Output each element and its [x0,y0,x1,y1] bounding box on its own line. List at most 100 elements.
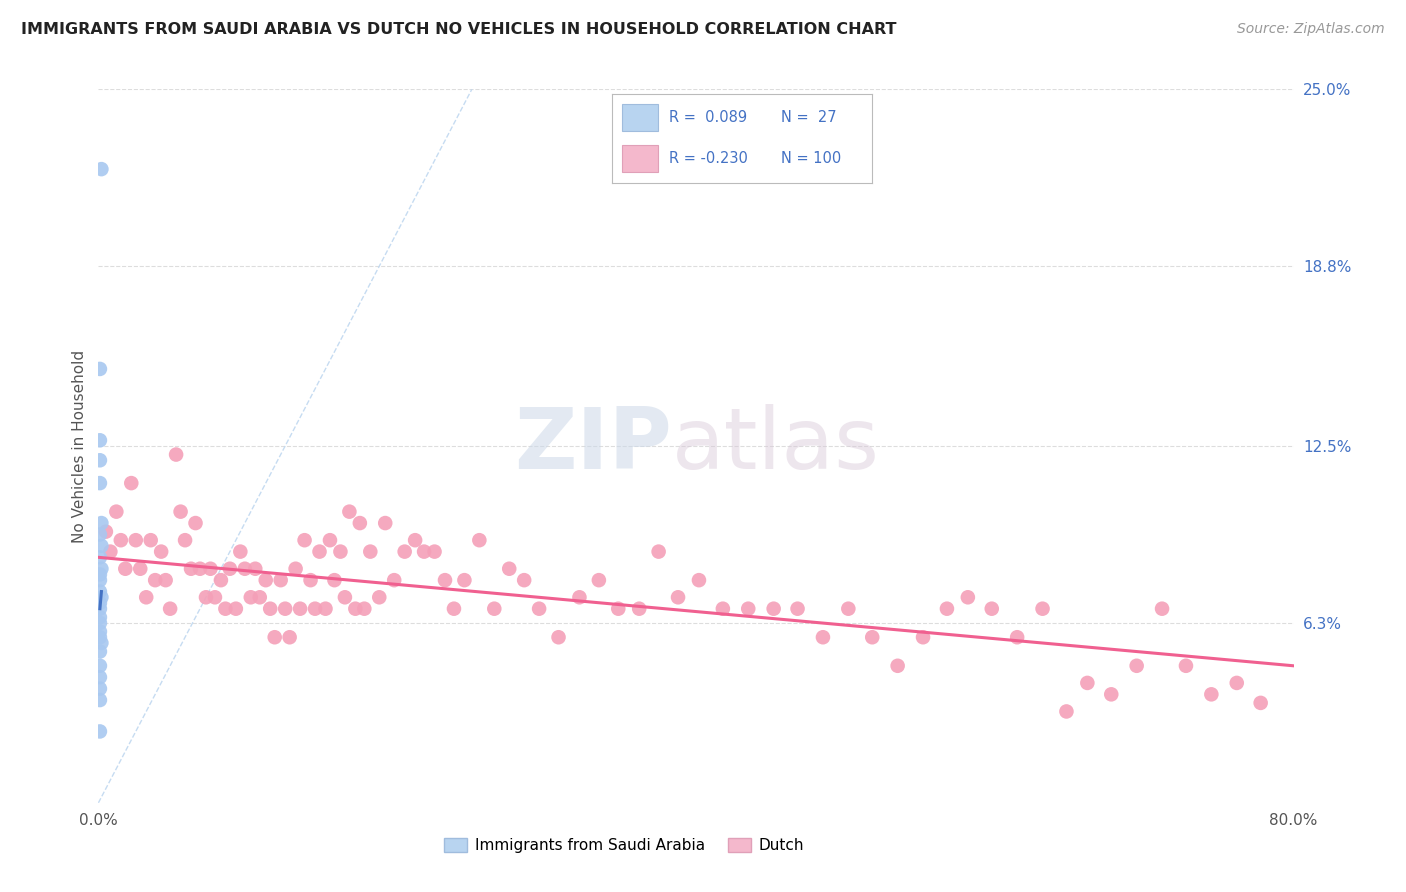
Point [1076,676,1098,690]
Point [468,533,491,548]
Point [200,562,222,576]
Point [353,601,375,615]
Point [394,544,416,558]
Text: IMMIGRANTS FROM SAUDI ARABIA VS DUTCH NO VEHICLES IN HOUSEHOLD CORRELATION CHART: IMMIGRANTS FROM SAUDI ARABIA VS DUTCH NO… [21,22,897,37]
Point [443,601,465,615]
Point [434,573,457,587]
Point [135,591,157,605]
Point [329,544,352,558]
Point [319,533,342,548]
Point [90,162,112,177]
Point [1250,696,1272,710]
Point [89,596,111,610]
Point [368,591,391,605]
Point [89,630,111,644]
Point [484,601,506,615]
Point [513,573,536,587]
Point [155,573,177,587]
Point [304,601,326,615]
Point [89,573,111,587]
Point [423,544,446,558]
Point [404,533,426,548]
Point [254,573,277,587]
Point [89,644,111,658]
Point [214,601,236,615]
Point [737,601,759,615]
Point [89,624,111,639]
Point [315,601,337,615]
Point [114,562,136,576]
Point [1056,705,1078,719]
Text: atlas: atlas [672,404,880,488]
Point [762,601,785,615]
Point [547,630,569,644]
Point [647,544,669,558]
Point [110,533,132,548]
Text: N = 100: N = 100 [780,152,841,166]
Point [89,476,111,491]
Point [89,670,111,684]
Point [89,610,111,624]
Point [89,453,111,467]
Point [936,601,959,615]
Point [159,601,181,615]
Point [233,562,256,576]
Point [98,544,122,558]
Point [125,533,148,548]
Text: ZIP: ZIP [515,404,672,488]
Point [498,562,520,576]
Point [284,562,307,576]
Point [453,573,475,587]
Text: Source: ZipAtlas.com: Source: ZipAtlas.com [1237,22,1385,37]
Point [628,601,651,615]
Point [1152,601,1174,615]
Point [527,601,550,615]
Point [956,591,979,605]
Point [249,591,271,605]
Point [711,601,734,615]
Point [229,544,252,558]
Text: R =  0.089: R = 0.089 [669,111,747,125]
Point [209,573,232,587]
Point [886,658,908,673]
Point [195,591,218,605]
Point [1125,658,1147,673]
Point [912,630,935,644]
Point [90,539,112,553]
Point [1175,658,1198,673]
Point [274,601,297,615]
Point [90,562,112,576]
Point [89,527,111,541]
Point [90,636,112,650]
Point [239,591,262,605]
Point [89,658,111,673]
FancyBboxPatch shape [621,145,658,172]
Point [89,584,111,599]
Point [323,573,346,587]
Point [89,681,111,696]
Point [169,505,191,519]
Point [339,505,361,519]
Point [174,533,197,548]
Text: N =  27: N = 27 [780,111,837,125]
Point [89,567,111,582]
Point [278,630,301,644]
Point [89,693,111,707]
Point [688,573,710,587]
Point [90,516,112,530]
Point [139,533,162,548]
Point [811,630,834,644]
Point [568,591,591,605]
Point [980,601,1002,615]
Point [308,544,330,558]
Point [225,601,247,615]
Point [150,544,173,558]
Point [349,516,371,530]
Point [263,630,285,644]
Point [219,562,242,576]
Point [344,601,367,615]
Point [204,591,226,605]
Point [294,533,316,548]
Point [184,516,207,530]
Point [89,724,111,739]
